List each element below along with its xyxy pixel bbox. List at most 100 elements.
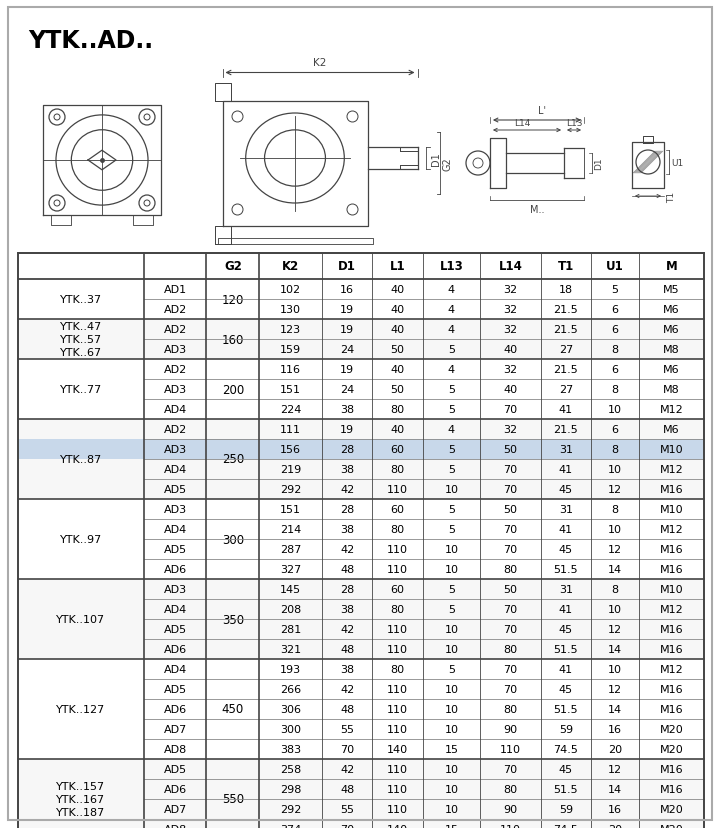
Text: 38: 38	[340, 524, 354, 534]
Text: 70: 70	[503, 664, 518, 674]
Text: YTK..87: YTK..87	[60, 455, 102, 465]
Text: 19: 19	[340, 425, 354, 435]
Text: 41: 41	[559, 405, 573, 415]
Text: 110: 110	[387, 624, 408, 634]
Text: 21.5: 21.5	[554, 305, 578, 315]
Text: 40: 40	[390, 305, 405, 315]
Text: 8: 8	[611, 344, 618, 354]
Bar	[18, 659, 704, 759]
Text: 50: 50	[503, 445, 518, 455]
Text: 32: 32	[503, 364, 518, 374]
Text: 12: 12	[608, 684, 622, 694]
Text: 140: 140	[387, 824, 408, 828]
Text: 10: 10	[444, 644, 459, 654]
Text: 281: 281	[280, 624, 301, 634]
Text: L': L'	[538, 106, 546, 116]
Bar	[18, 253, 704, 828]
Text: 16: 16	[608, 804, 622, 814]
Text: 10: 10	[608, 664, 622, 674]
Text: 110: 110	[500, 824, 521, 828]
Text: 4: 4	[448, 285, 455, 295]
Text: 300: 300	[222, 533, 244, 546]
Text: 5: 5	[448, 504, 455, 514]
Text: 383: 383	[280, 744, 301, 754]
Text: 110: 110	[387, 784, 408, 794]
Text: 70: 70	[503, 405, 518, 415]
Text: AD7: AD7	[163, 724, 186, 734]
Text: 140: 140	[387, 744, 408, 754]
Text: 5: 5	[448, 524, 455, 534]
Text: 48: 48	[340, 704, 354, 714]
Text: G2: G2	[224, 260, 242, 273]
Text: 70: 70	[340, 744, 354, 754]
Text: 42: 42	[340, 684, 354, 694]
Text: 42: 42	[340, 544, 354, 554]
Text: 298: 298	[280, 784, 302, 794]
Text: 219: 219	[280, 465, 301, 474]
Text: 110: 110	[387, 484, 408, 494]
Bar	[18, 580, 704, 659]
Text: 200: 200	[222, 383, 244, 396]
Text: 10: 10	[444, 544, 459, 554]
Text: 21.5: 21.5	[554, 325, 578, 335]
Text: AD5: AD5	[163, 544, 186, 554]
Text: 10: 10	[444, 704, 459, 714]
Bar	[18, 440, 704, 460]
Text: 28: 28	[340, 445, 354, 455]
Text: 10: 10	[608, 604, 622, 614]
Text: 31: 31	[559, 585, 573, 595]
Text: 306: 306	[280, 704, 301, 714]
Text: 6: 6	[611, 325, 618, 335]
Text: AD3: AD3	[163, 504, 186, 514]
Text: AD1: AD1	[163, 285, 186, 295]
Text: 15: 15	[444, 824, 459, 828]
Text: AD6: AD6	[163, 704, 186, 714]
Text: AD2: AD2	[163, 325, 186, 335]
Text: AD5: AD5	[163, 764, 186, 774]
Bar	[18, 499, 704, 580]
Text: 45: 45	[559, 624, 573, 634]
Text: 12: 12	[608, 624, 622, 634]
Text: 50: 50	[390, 344, 405, 354]
Text: 41: 41	[559, 465, 573, 474]
Text: 160: 160	[222, 333, 244, 346]
Text: AD2: AD2	[163, 425, 186, 435]
Text: 48: 48	[340, 644, 354, 654]
Text: M16: M16	[660, 684, 683, 694]
Text: M6: M6	[663, 364, 680, 374]
Text: 45: 45	[559, 484, 573, 494]
Text: M16: M16	[660, 704, 683, 714]
Text: M6: M6	[663, 325, 680, 335]
Text: 550: 550	[222, 792, 244, 806]
Text: 70: 70	[503, 604, 518, 614]
Text: 16: 16	[608, 724, 622, 734]
Text: D1: D1	[594, 157, 603, 170]
Text: L14: L14	[498, 260, 523, 273]
Text: 4: 4	[448, 364, 455, 374]
Text: 74.5: 74.5	[554, 824, 578, 828]
Text: 41: 41	[559, 664, 573, 674]
Text: 80: 80	[503, 565, 518, 575]
Text: 145: 145	[280, 585, 301, 595]
Text: M12: M12	[660, 405, 683, 415]
Text: T1: T1	[667, 191, 676, 202]
Text: YTK..37: YTK..37	[60, 295, 102, 305]
Text: 14: 14	[608, 565, 622, 575]
Text: 4: 4	[448, 425, 455, 435]
Text: AD2: AD2	[163, 305, 186, 315]
Text: 12: 12	[608, 544, 622, 554]
Text: 5: 5	[448, 585, 455, 595]
Text: L13: L13	[566, 119, 582, 128]
Text: M12: M12	[660, 664, 683, 674]
Text: 80: 80	[390, 604, 405, 614]
Text: M5: M5	[663, 285, 680, 295]
Text: 110: 110	[387, 565, 408, 575]
Text: 51.5: 51.5	[554, 784, 578, 794]
Text: 10: 10	[444, 784, 459, 794]
Text: YTK..AD..: YTK..AD..	[28, 29, 153, 53]
Text: M12: M12	[660, 465, 683, 474]
Text: 70: 70	[503, 524, 518, 534]
Text: 327: 327	[280, 565, 301, 575]
Text: 151: 151	[280, 504, 301, 514]
Text: 224: 224	[280, 405, 302, 415]
